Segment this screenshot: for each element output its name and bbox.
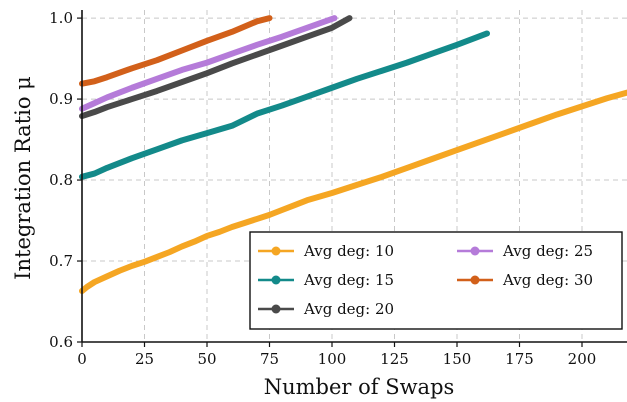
y-tick-label: 0.7 [49, 252, 73, 270]
legend-swatch-marker [271, 246, 281, 256]
y-tick-label: 0.9 [49, 90, 73, 108]
series-line-3 [79, 15, 353, 120]
legend-label: Avg deg: 30 [502, 271, 593, 289]
x-tick-label: 100 [318, 350, 347, 368]
series-line-4 [79, 15, 338, 112]
legend-box [249, 231, 623, 330]
legend-swatch-marker [470, 246, 480, 256]
y-tick-label: 0.8 [49, 171, 73, 189]
y-tick-label: 0.6 [49, 333, 73, 351]
x-tick-label: 150 [443, 350, 472, 368]
legend-label: Avg deg: 25 [502, 242, 593, 260]
series-line-1 [79, 89, 627, 294]
series-line-5 [79, 15, 273, 87]
legend: Avg deg: 10 Avg deg: 15 Avg deg: 20 Avg deg… [249, 231, 623, 330]
y-axis-title: Integration Ratio μ [11, 76, 35, 280]
x-axis-title: Number of Swaps [264, 375, 455, 399]
x-tick-label: 0 [77, 350, 87, 368]
legend-swatch-marker [271, 304, 281, 314]
x-tick-label: 175 [505, 350, 534, 368]
series-line-2 [79, 30, 490, 180]
x-tick-label: 25 [135, 350, 154, 368]
axes: 0 25 50 75 100 125 150 175 200 0.6 0.7 0.8 0.9 1.0 [49, 9, 627, 368]
x-tick-label: 50 [197, 350, 216, 368]
y-tick-label: 1.0 [49, 9, 73, 27]
legend-swatch-marker [271, 275, 281, 285]
legend-swatch-marker [470, 275, 480, 285]
x-tick-label: 125 [380, 350, 409, 368]
legend-label: Avg deg: 15 [303, 271, 394, 289]
legend-label: Avg deg: 20 [303, 300, 394, 318]
x-tick-label: 75 [260, 350, 279, 368]
series-layer [79, 15, 627, 294]
x-tick-label: 200 [568, 350, 597, 368]
legend-label: Avg deg: 10 [303, 242, 394, 260]
